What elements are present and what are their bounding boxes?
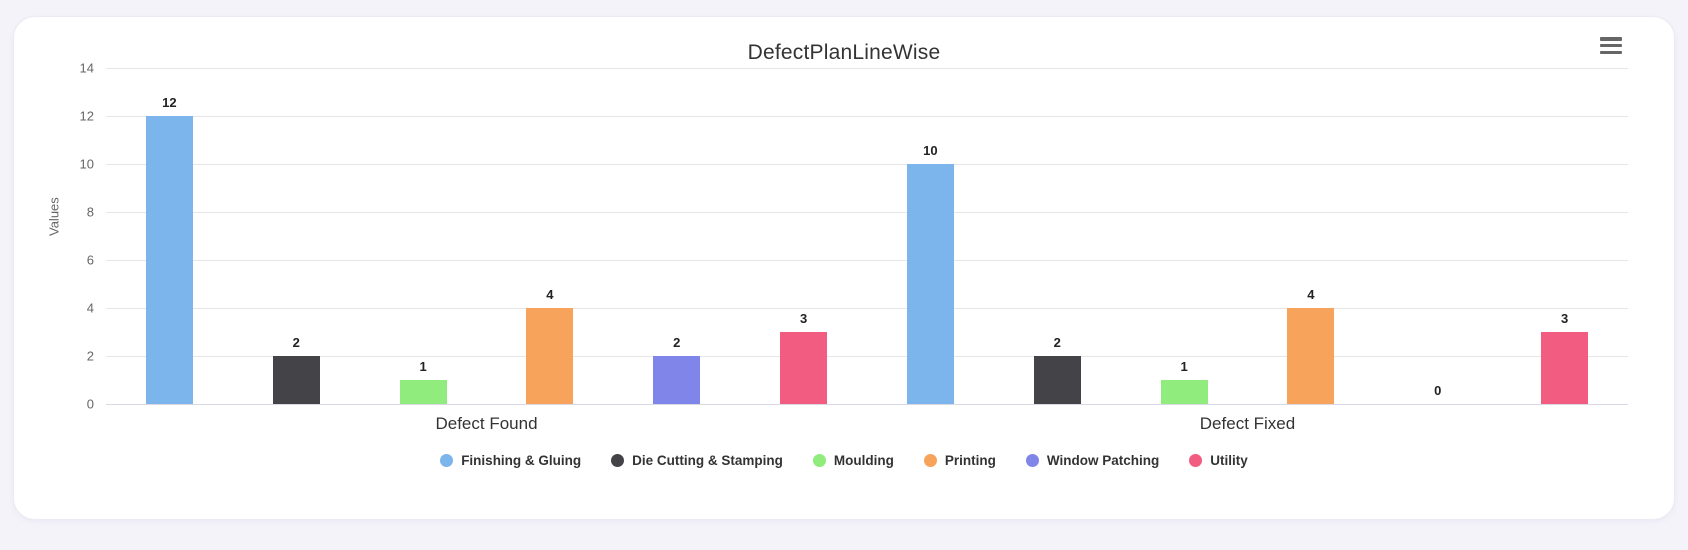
legend-label: Window Patching: [1046, 453, 1160, 468]
bar-printing-defect-fixed[interactable]: [1287, 308, 1335, 404]
chart-card: DefectPlanLineWise Values 0 2 4 6 8 10 12 14 12…: [13, 16, 1675, 520]
legend-label: Utility: [1210, 453, 1248, 468]
y-tick-label-6: 6: [86, 252, 94, 268]
y-tick-label-12: 12: [79, 108, 94, 124]
bar-chart: Values 0 2 4 6 8 10 12 14 12 2 1 4 2 3 10 2 1 4 0 3 Defect…: [14, 17, 1674, 519]
bar-value-label: 1: [1180, 359, 1188, 374]
legend-item-die-cutting-and-stamping[interactable]: Die Cutting & Stamping: [611, 453, 783, 468]
bar-utility-defect-fixed[interactable]: [1541, 332, 1589, 404]
y-tick-label-4: 4: [86, 300, 94, 316]
gridline-y-0: [106, 404, 1628, 405]
legend-marker-icon: [1025, 454, 1039, 467]
bar-value-label: 4: [546, 287, 554, 302]
legend-item-finishing-and-gluing[interactable]: Finishing & Gluing: [440, 453, 581, 468]
legend-item-window-patching[interactable]: Window Patching: [1025, 453, 1160, 468]
x-category-label-defect-found: Defect Found: [435, 414, 538, 433]
legend-marker-icon: [440, 454, 454, 467]
bar-die-cutting-and-stamping-defect-found[interactable]: [272, 356, 320, 404]
legend-marker-icon: [1189, 454, 1203, 467]
legend-marker-icon: [923, 454, 937, 467]
bar-value-label: 3: [1560, 311, 1569, 326]
chart-legend: Finishing & Gluing Die Cutting & Stamping…: [14, 453, 1674, 468]
y-tick-label-0: 0: [86, 396, 94, 412]
bar-value-label: 2: [673, 335, 681, 350]
bar-value-label: 4: [1307, 287, 1315, 302]
gridline-y-12: [106, 116, 1628, 117]
menu-bar: [1600, 43, 1622, 48]
x-category-label-defect-fixed: Defect Fixed: [1199, 414, 1296, 433]
bar-printing-defect-found[interactable]: [526, 308, 574, 404]
legend-label: Printing: [944, 453, 996, 468]
gridline-y-14: [106, 68, 1628, 69]
bar-value-label: 12: [162, 95, 177, 110]
y-tick-label-2: 2: [86, 348, 94, 364]
legend-marker-icon: [812, 454, 826, 467]
legend-label: Finishing & Gluing: [461, 453, 582, 468]
legend-marker-icon: [611, 454, 625, 467]
bar-value-label: 0: [1434, 383, 1442, 398]
menu-bar: [1600, 37, 1622, 41]
legend-item-utility[interactable]: Utility: [1189, 453, 1248, 468]
y-tick-label-10: 10: [79, 156, 94, 172]
legend-label: Moulding: [833, 453, 894, 468]
bar-finishing-and-gluing-defect-fixed[interactable]: [906, 164, 954, 404]
bar-value-label: 2: [292, 335, 300, 350]
menu-bar: [1600, 50, 1622, 54]
y-tick-label-8: 8: [86, 204, 94, 220]
legend-item-moulding[interactable]: Moulding: [812, 453, 894, 468]
gridline-y-2: [106, 356, 1628, 357]
chart-title: DefectPlanLineWise: [747, 41, 941, 64]
bar-moulding-defect-found[interactable]: [399, 380, 447, 404]
gridline-y-8: [106, 212, 1628, 213]
bar-value-label: 3: [799, 311, 808, 326]
bar-value-label: 2: [1053, 335, 1061, 350]
bar-die-cutting-and-stamping-defect-fixed[interactable]: [1033, 356, 1081, 404]
bar-utility-defect-found[interactable]: [780, 332, 828, 404]
gridline-y-10: [106, 164, 1628, 165]
y-tick-label-14: 14: [79, 60, 94, 76]
legend-label: Die Cutting & Stamping: [632, 453, 783, 468]
export-menu-icon[interactable]: [1600, 37, 1622, 54]
bar-value-label: 10: [923, 143, 938, 158]
gridline-y-4: [106, 308, 1628, 309]
gridline-y-6: [106, 260, 1628, 261]
bar-moulding-defect-fixed[interactable]: [1160, 380, 1208, 404]
bar-finishing-and-gluing-defect-found[interactable]: [145, 116, 193, 404]
legend-item-printing[interactable]: Printing: [923, 453, 996, 468]
bar-value-label: 1: [419, 359, 427, 374]
bar-window-patching-defect-found[interactable]: [653, 356, 701, 404]
